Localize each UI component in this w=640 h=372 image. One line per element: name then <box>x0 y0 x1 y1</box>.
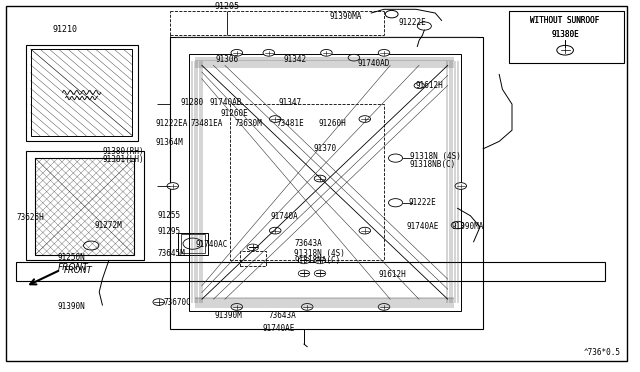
Text: 73630M: 73630M <box>235 119 262 128</box>
Circle shape <box>359 116 371 122</box>
Text: 91740AB: 91740AB <box>209 98 242 107</box>
Text: 73481EA: 73481EA <box>191 119 223 128</box>
Text: 91306: 91306 <box>216 55 239 64</box>
Text: 91740AE: 91740AE <box>406 222 439 231</box>
Circle shape <box>301 304 313 310</box>
Text: 91295: 91295 <box>157 227 180 236</box>
Text: 91380E: 91380E <box>551 30 579 39</box>
Text: 91318NA(C): 91318NA(C) <box>294 256 340 265</box>
Text: 73643A: 73643A <box>294 239 322 248</box>
Circle shape <box>378 304 390 310</box>
Text: 91210: 91210 <box>52 25 77 34</box>
Circle shape <box>455 183 467 189</box>
Text: 91380(RH): 91380(RH) <box>102 147 144 156</box>
Text: 91380E: 91380E <box>551 30 579 39</box>
Text: 91612H: 91612H <box>379 270 406 279</box>
Text: ^736*0.5: ^736*0.5 <box>584 348 621 357</box>
Text: 91612H: 91612H <box>416 81 444 90</box>
Text: 91222E: 91222E <box>398 18 426 27</box>
Text: 91318N (4S): 91318N (4S) <box>410 153 460 161</box>
Text: 91260H: 91260H <box>318 119 346 128</box>
Text: 91250N: 91250N <box>58 253 85 262</box>
Circle shape <box>348 54 360 61</box>
Text: 91272M: 91272M <box>95 221 122 230</box>
Text: 91381(LH): 91381(LH) <box>102 155 144 164</box>
Text: 91370: 91370 <box>314 144 337 153</box>
Text: 91740A: 91740A <box>271 212 298 221</box>
Text: 91390N: 91390N <box>58 302 85 311</box>
Circle shape <box>298 257 310 264</box>
Circle shape <box>314 257 326 264</box>
Text: 91342: 91342 <box>284 55 307 64</box>
Text: 91280: 91280 <box>180 98 204 107</box>
Text: 91260E: 91260E <box>221 109 248 118</box>
Text: WITHOUT SUNROOF: WITHOUT SUNROOF <box>531 16 600 25</box>
Circle shape <box>263 49 275 56</box>
Text: 91222E: 91222E <box>408 198 436 207</box>
Circle shape <box>84 241 99 250</box>
Text: 91740AC: 91740AC <box>195 240 228 249</box>
Circle shape <box>359 227 371 234</box>
Text: 73645M: 73645M <box>157 249 185 258</box>
Circle shape <box>269 227 281 234</box>
Text: 91222EA: 91222EA <box>156 119 188 128</box>
Circle shape <box>153 299 164 305</box>
Circle shape <box>231 304 243 310</box>
Text: 73625H: 73625H <box>17 213 44 222</box>
Text: 91390MA: 91390MA <box>330 12 362 21</box>
Text: 73643A: 73643A <box>269 311 296 320</box>
Circle shape <box>321 49 332 56</box>
Circle shape <box>314 175 326 182</box>
Text: WITHOUT SUNROOF: WITHOUT SUNROOF <box>531 16 600 25</box>
Text: 73481E: 73481E <box>276 119 304 128</box>
Circle shape <box>298 270 310 277</box>
Text: 91390MA: 91390MA <box>452 222 484 231</box>
Text: 91740AE: 91740AE <box>262 324 295 333</box>
Circle shape <box>314 270 326 277</box>
Circle shape <box>378 49 390 56</box>
Text: 91390M: 91390M <box>214 311 242 320</box>
Text: 91364M: 91364M <box>156 138 183 147</box>
Text: 91255: 91255 <box>157 211 180 220</box>
Circle shape <box>414 83 424 89</box>
Circle shape <box>167 183 179 189</box>
Circle shape <box>269 116 281 122</box>
Text: 91318NB(C): 91318NB(C) <box>410 160 456 169</box>
Text: FRONT: FRONT <box>58 263 88 272</box>
Text: 91318N (4S): 91318N (4S) <box>294 249 345 258</box>
Circle shape <box>557 45 573 55</box>
Text: 91740AD: 91740AD <box>357 59 390 68</box>
Text: 91205: 91205 <box>214 2 240 11</box>
Circle shape <box>247 244 259 251</box>
Text: FRONT: FRONT <box>64 266 93 275</box>
Circle shape <box>231 49 243 56</box>
Text: 91347: 91347 <box>278 98 301 107</box>
Text: 73670C: 73670C <box>163 298 191 307</box>
